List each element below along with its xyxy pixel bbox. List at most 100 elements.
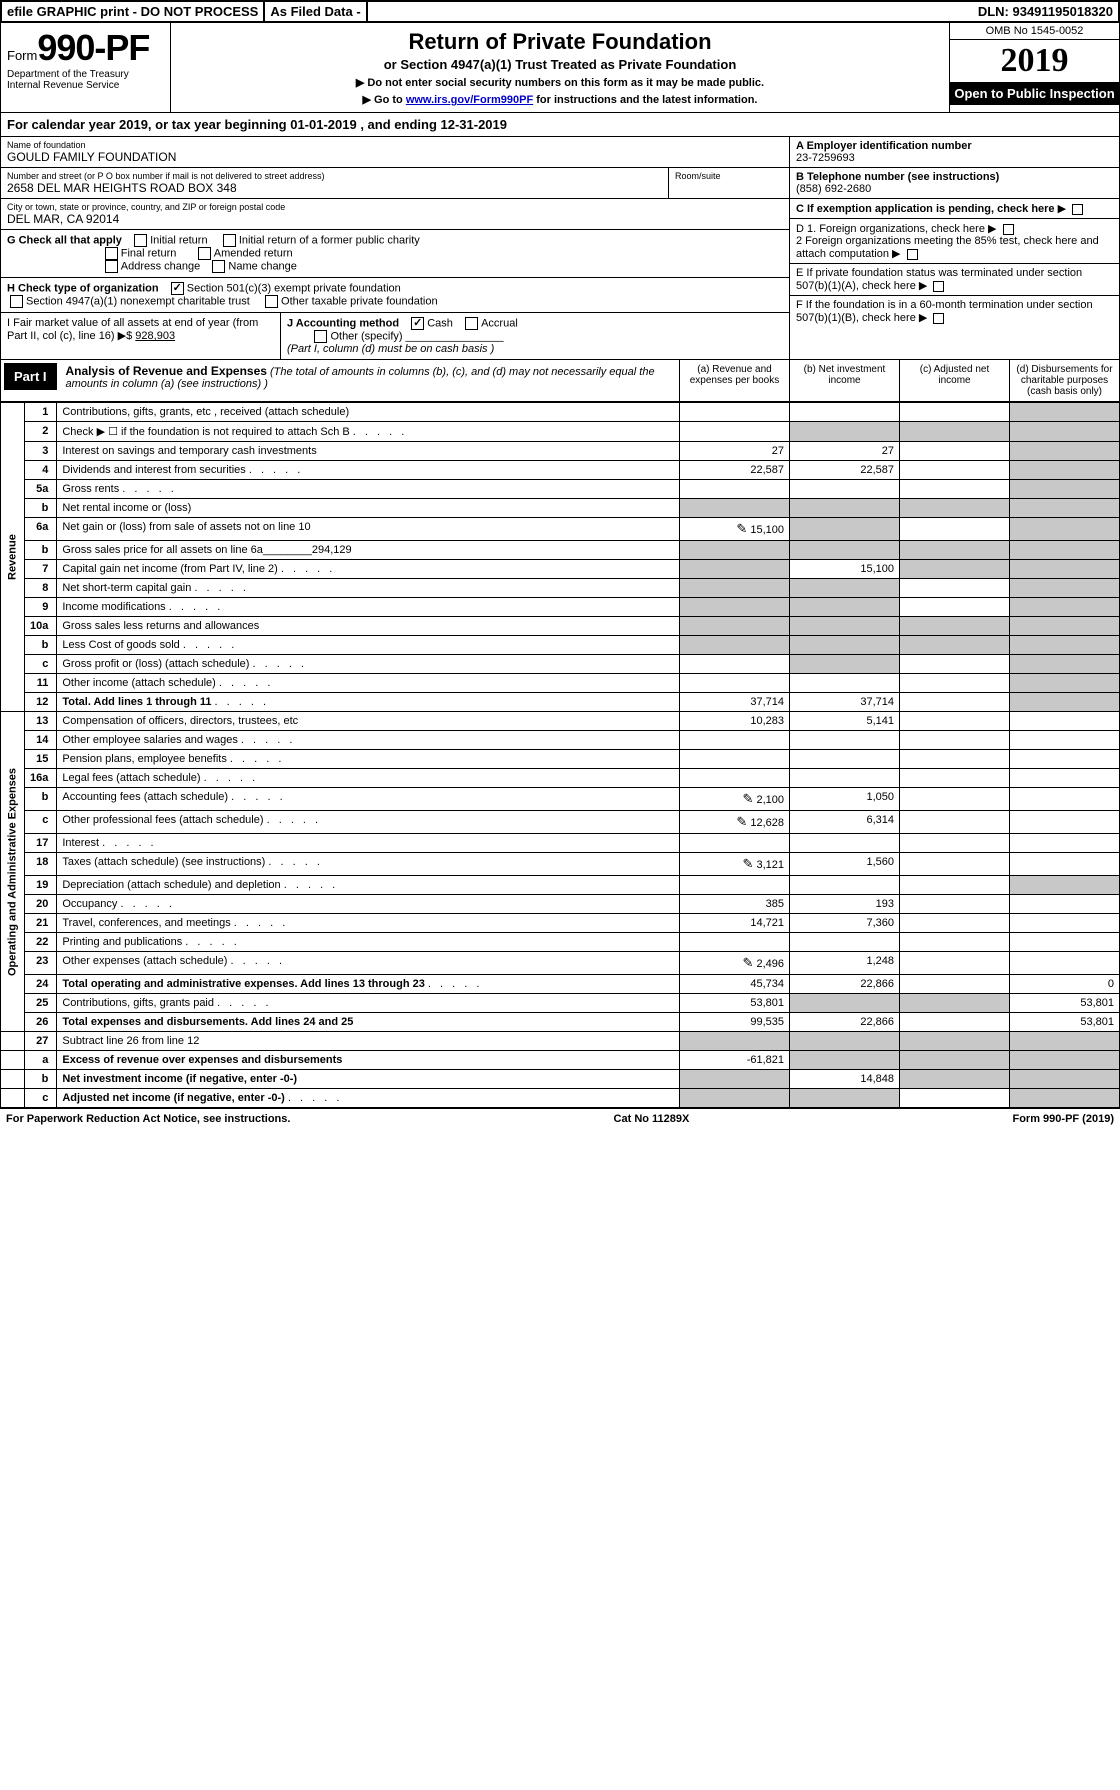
note-2: ▶ Go to www.irs.gov/Form990PF for instru… <box>177 93 943 106</box>
attachment-icon[interactable]: ✎ <box>743 791 754 806</box>
checkbox-address-change[interactable] <box>105 260 118 273</box>
amount-cell <box>900 876 1010 895</box>
line-description: Net investment income (if negative, ente… <box>57 1070 680 1089</box>
checkbox-other-taxable[interactable] <box>265 295 278 308</box>
line-number: 26 <box>25 1013 57 1032</box>
section-label: Revenue <box>1 403 25 712</box>
header-left: Form990-PF Department of the Treasury In… <box>1 23 171 112</box>
line-description: Adjusted net income (if negative, enter … <box>57 1089 680 1108</box>
amount-cell: 7,360 <box>790 914 900 933</box>
table-row: 12Total. Add lines 1 through 11 . . . . … <box>1 693 1120 712</box>
checkbox-f[interactable] <box>933 313 944 324</box>
amount-cell <box>900 674 1010 693</box>
table-row: 20Occupancy . . . . .385193 <box>1 895 1120 914</box>
amount-cell <box>1010 480 1120 499</box>
line-number: c <box>25 811 57 834</box>
amount-cell <box>680 1089 790 1108</box>
amount-cell <box>900 442 1010 461</box>
section-label: Operating and Administrative Expenses <box>1 712 25 1032</box>
amount-cell <box>1010 674 1120 693</box>
checkbox-cash[interactable]: ✓ <box>411 317 424 330</box>
amount-cell <box>790 769 900 788</box>
table-row: 14Other employee salaries and wages . . … <box>1 731 1120 750</box>
amount-cell <box>900 914 1010 933</box>
checkbox-initial[interactable] <box>134 234 147 247</box>
attachment-icon[interactable]: ✎ <box>736 521 747 536</box>
amount-cell <box>680 617 790 636</box>
amount-cell <box>680 731 790 750</box>
foundation-name: GOULD FAMILY FOUNDATION <box>7 150 783 164</box>
amount-cell: 45,734 <box>680 975 790 994</box>
amount-cell: 37,714 <box>680 693 790 712</box>
amount-cell <box>900 834 1010 853</box>
section-g: G Check all that apply Initial return In… <box>1 230 789 278</box>
line-description: Other employee salaries and wages . . . … <box>57 731 680 750</box>
line-number: 13 <box>25 712 57 731</box>
checkbox-exemption[interactable] <box>1072 204 1083 215</box>
checkbox-accrual[interactable] <box>465 317 478 330</box>
checkbox-amended[interactable] <box>198 247 211 260</box>
table-row: 25Contributions, gifts, grants paid . . … <box>1 994 1120 1013</box>
table-row: bNet rental income or (loss) <box>1 499 1120 518</box>
line-number: 6a <box>25 518 57 541</box>
amount-cell <box>790 579 900 598</box>
line-description: Dividends and interest from securities .… <box>57 461 680 480</box>
line-description: Printing and publications . . . . . <box>57 933 680 952</box>
calendar-year-line: For calendar year 2019, or tax year begi… <box>0 113 1120 137</box>
form-prefix: Form <box>7 48 37 63</box>
line-description: Excess of revenue over expenses and disb… <box>57 1051 680 1070</box>
amount-cell <box>790 541 900 560</box>
col-b-header: (b) Net investment income <box>789 360 899 401</box>
checkbox-e[interactable] <box>933 281 944 292</box>
line-description: Travel, conferences, and meetings . . . … <box>57 914 680 933</box>
amount-cell <box>1010 834 1120 853</box>
attachment-icon[interactable]: ✎ <box>736 814 747 829</box>
checkbox-initial-former[interactable] <box>223 234 236 247</box>
amount-cell <box>1010 655 1120 674</box>
attachment-icon[interactable]: ✎ <box>743 856 754 871</box>
dln: DLN: 93491195018320 <box>973 2 1118 21</box>
line-number: c <box>25 655 57 674</box>
amount-cell <box>1010 876 1120 895</box>
amount-cell <box>900 750 1010 769</box>
table-row: 17Interest . . . . . <box>1 834 1120 853</box>
table-row: cAdjusted net income (if negative, enter… <box>1 1089 1120 1108</box>
irs-link[interactable]: www.irs.gov/Form990PF <box>406 94 533 106</box>
attachment-icon[interactable]: ✎ <box>743 955 754 970</box>
line-number: 21 <box>25 914 57 933</box>
part1-header: Part I Analysis of Revenue and Expenses … <box>0 360 1120 402</box>
amount-cell <box>1010 403 1120 422</box>
amount-cell <box>900 1089 1010 1108</box>
line-number: 17 <box>25 834 57 853</box>
checkbox-4947[interactable] <box>10 295 23 308</box>
line-number: 3 <box>25 442 57 461</box>
col-c-header: (c) Adjusted net income <box>899 360 1009 401</box>
part1-title: Analysis of Revenue and Expenses <box>66 364 267 378</box>
line-description: Taxes (attach schedule) (see instruction… <box>57 853 680 876</box>
checkbox-d1[interactable] <box>1003 224 1014 235</box>
amount-cell: ✎ 12,628 <box>680 811 790 834</box>
amount-cell <box>1010 598 1120 617</box>
checkbox-other-method[interactable] <box>314 330 327 343</box>
table-row: 6aNet gain or (loss) from sale of assets… <box>1 518 1120 541</box>
open-to-public: Open to Public Inspection <box>950 82 1119 105</box>
table-row: 16aLegal fees (attach schedule) . . . . … <box>1 769 1120 788</box>
amount-cell <box>900 975 1010 994</box>
amount-cell <box>680 674 790 693</box>
amount-cell <box>680 655 790 674</box>
amount-cell: 53,801 <box>1010 1013 1120 1032</box>
line-number: 7 <box>25 560 57 579</box>
line-description: Accounting fees (attach schedule) . . . … <box>57 788 680 811</box>
checkbox-name-change[interactable] <box>212 260 225 273</box>
checkbox-d2[interactable] <box>907 249 918 260</box>
amount-cell: 14,721 <box>680 914 790 933</box>
checkbox-final[interactable] <box>105 247 118 260</box>
section-e: E If private foundation status was termi… <box>790 264 1119 296</box>
amount-cell: 22,587 <box>790 461 900 480</box>
table-row: 5aGross rents . . . . . <box>1 480 1120 499</box>
line-description: Gross rents . . . . . <box>57 480 680 499</box>
footer-left: For Paperwork Reduction Act Notice, see … <box>6 1113 290 1125</box>
checkbox-501c3[interactable]: ✓ <box>171 282 184 295</box>
top-bar: efile GRAPHIC print - DO NOT PROCESS As … <box>0 0 1120 23</box>
line-description: Net gain or (loss) from sale of assets n… <box>57 518 680 541</box>
